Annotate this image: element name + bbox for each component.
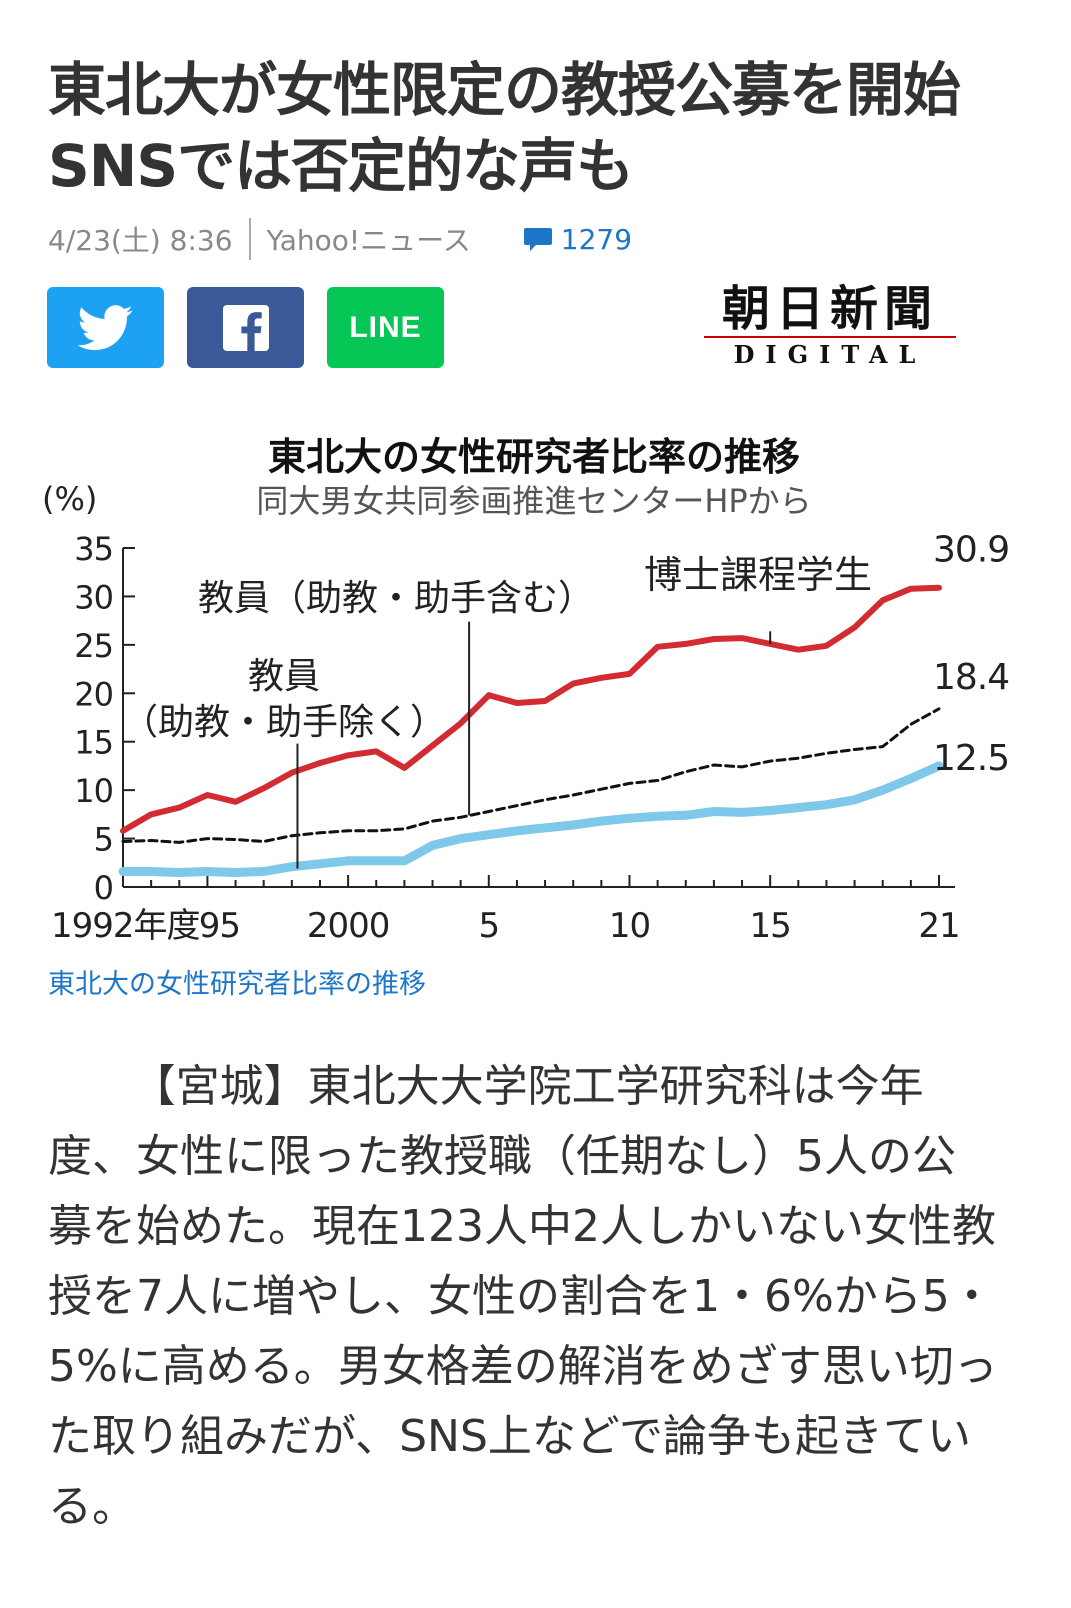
comment-bubble-icon bbox=[523, 228, 552, 251]
x-tick-label: 2000 bbox=[307, 906, 390, 946]
x-tick-label: 95 bbox=[199, 906, 240, 946]
publish-date: 4/23(土) 8:36 bbox=[48, 224, 233, 257]
article-body: 【宮城】東北大大学院工学研究科は今年度、女性に限った教授職（任期なし）5人の公募… bbox=[48, 1061, 998, 1532]
line-share-button[interactable]: LINE bbox=[327, 287, 444, 368]
y-tick-label: 20 bbox=[74, 675, 113, 713]
headline-line-2: SNSでは否定的な声も bbox=[48, 132, 634, 200]
annotation-label: 教員（助教・助手含む） bbox=[198, 578, 594, 619]
series-line-2 bbox=[118, 761, 944, 877]
figure-caption[interactable]: 東北大の女性研究者比率の推移 bbox=[48, 969, 426, 1000]
facebook-f-icon bbox=[222, 304, 269, 351]
facebook-share-button[interactable] bbox=[187, 287, 304, 368]
y-tick-label: 15 bbox=[74, 724, 113, 762]
y-axis-label: (%) bbox=[42, 480, 97, 518]
annotation-label: （助教・助手除く） bbox=[122, 702, 446, 743]
y-tick-label: 25 bbox=[74, 627, 113, 665]
annotation-label: 教員 bbox=[248, 656, 320, 697]
end-value-label: 12.5 bbox=[933, 738, 1009, 779]
end-value-label: 30.9 bbox=[933, 530, 1009, 571]
annotation-label: 博士課程学生 bbox=[644, 553, 872, 597]
y-tick-label: 30 bbox=[74, 578, 113, 616]
x-tick-label: 1992年度 bbox=[51, 906, 200, 946]
comment-count: 1279 bbox=[560, 222, 633, 256]
x-tick-label: 10 bbox=[609, 906, 650, 946]
y-tick-label: 5 bbox=[94, 821, 113, 859]
headline: 東北大が女性限定の教授公募を開始 SNSでは否定的な声も bbox=[48, 52, 1038, 204]
logo-sub: DIGITAL bbox=[733, 340, 927, 369]
twitter-bird-icon bbox=[77, 304, 133, 350]
headline-line-1: 東北大が女性限定の教授公募を開始 bbox=[48, 56, 961, 124]
y-tick-label: 0 bbox=[94, 869, 113, 907]
logo-name: 朝日新聞 bbox=[721, 281, 938, 337]
x-tick-label: 21 bbox=[918, 906, 959, 946]
source-name: Yahoo!ニュース bbox=[266, 224, 471, 257]
twitter-share-button[interactable] bbox=[47, 287, 164, 368]
y-tick-label: 35 bbox=[74, 530, 113, 568]
article-meta: 4/23(土) 8:36 Yahoo!ニュース 1279 bbox=[48, 216, 632, 262]
x-tick-label: 5 bbox=[478, 906, 499, 946]
logo-rule bbox=[704, 336, 956, 338]
series-line-0 bbox=[120, 584, 942, 834]
series-line-1 bbox=[121, 707, 941, 844]
end-value-label: 18.4 bbox=[933, 657, 1009, 698]
chart-subtitle: 同大男女共同参画推進センターHPから bbox=[256, 482, 811, 520]
x-tick-label: 15 bbox=[750, 906, 791, 946]
asahi-digital-logo: 朝日新聞 DIGITAL bbox=[700, 282, 960, 376]
chart-title: 東北大の女性研究者比率の推移 bbox=[268, 435, 800, 479]
meta-divider bbox=[248, 218, 251, 260]
comment-link[interactable]: 1279 bbox=[523, 223, 632, 256]
y-tick-label: 10 bbox=[74, 772, 113, 810]
line-share-label: LINE bbox=[349, 310, 422, 344]
